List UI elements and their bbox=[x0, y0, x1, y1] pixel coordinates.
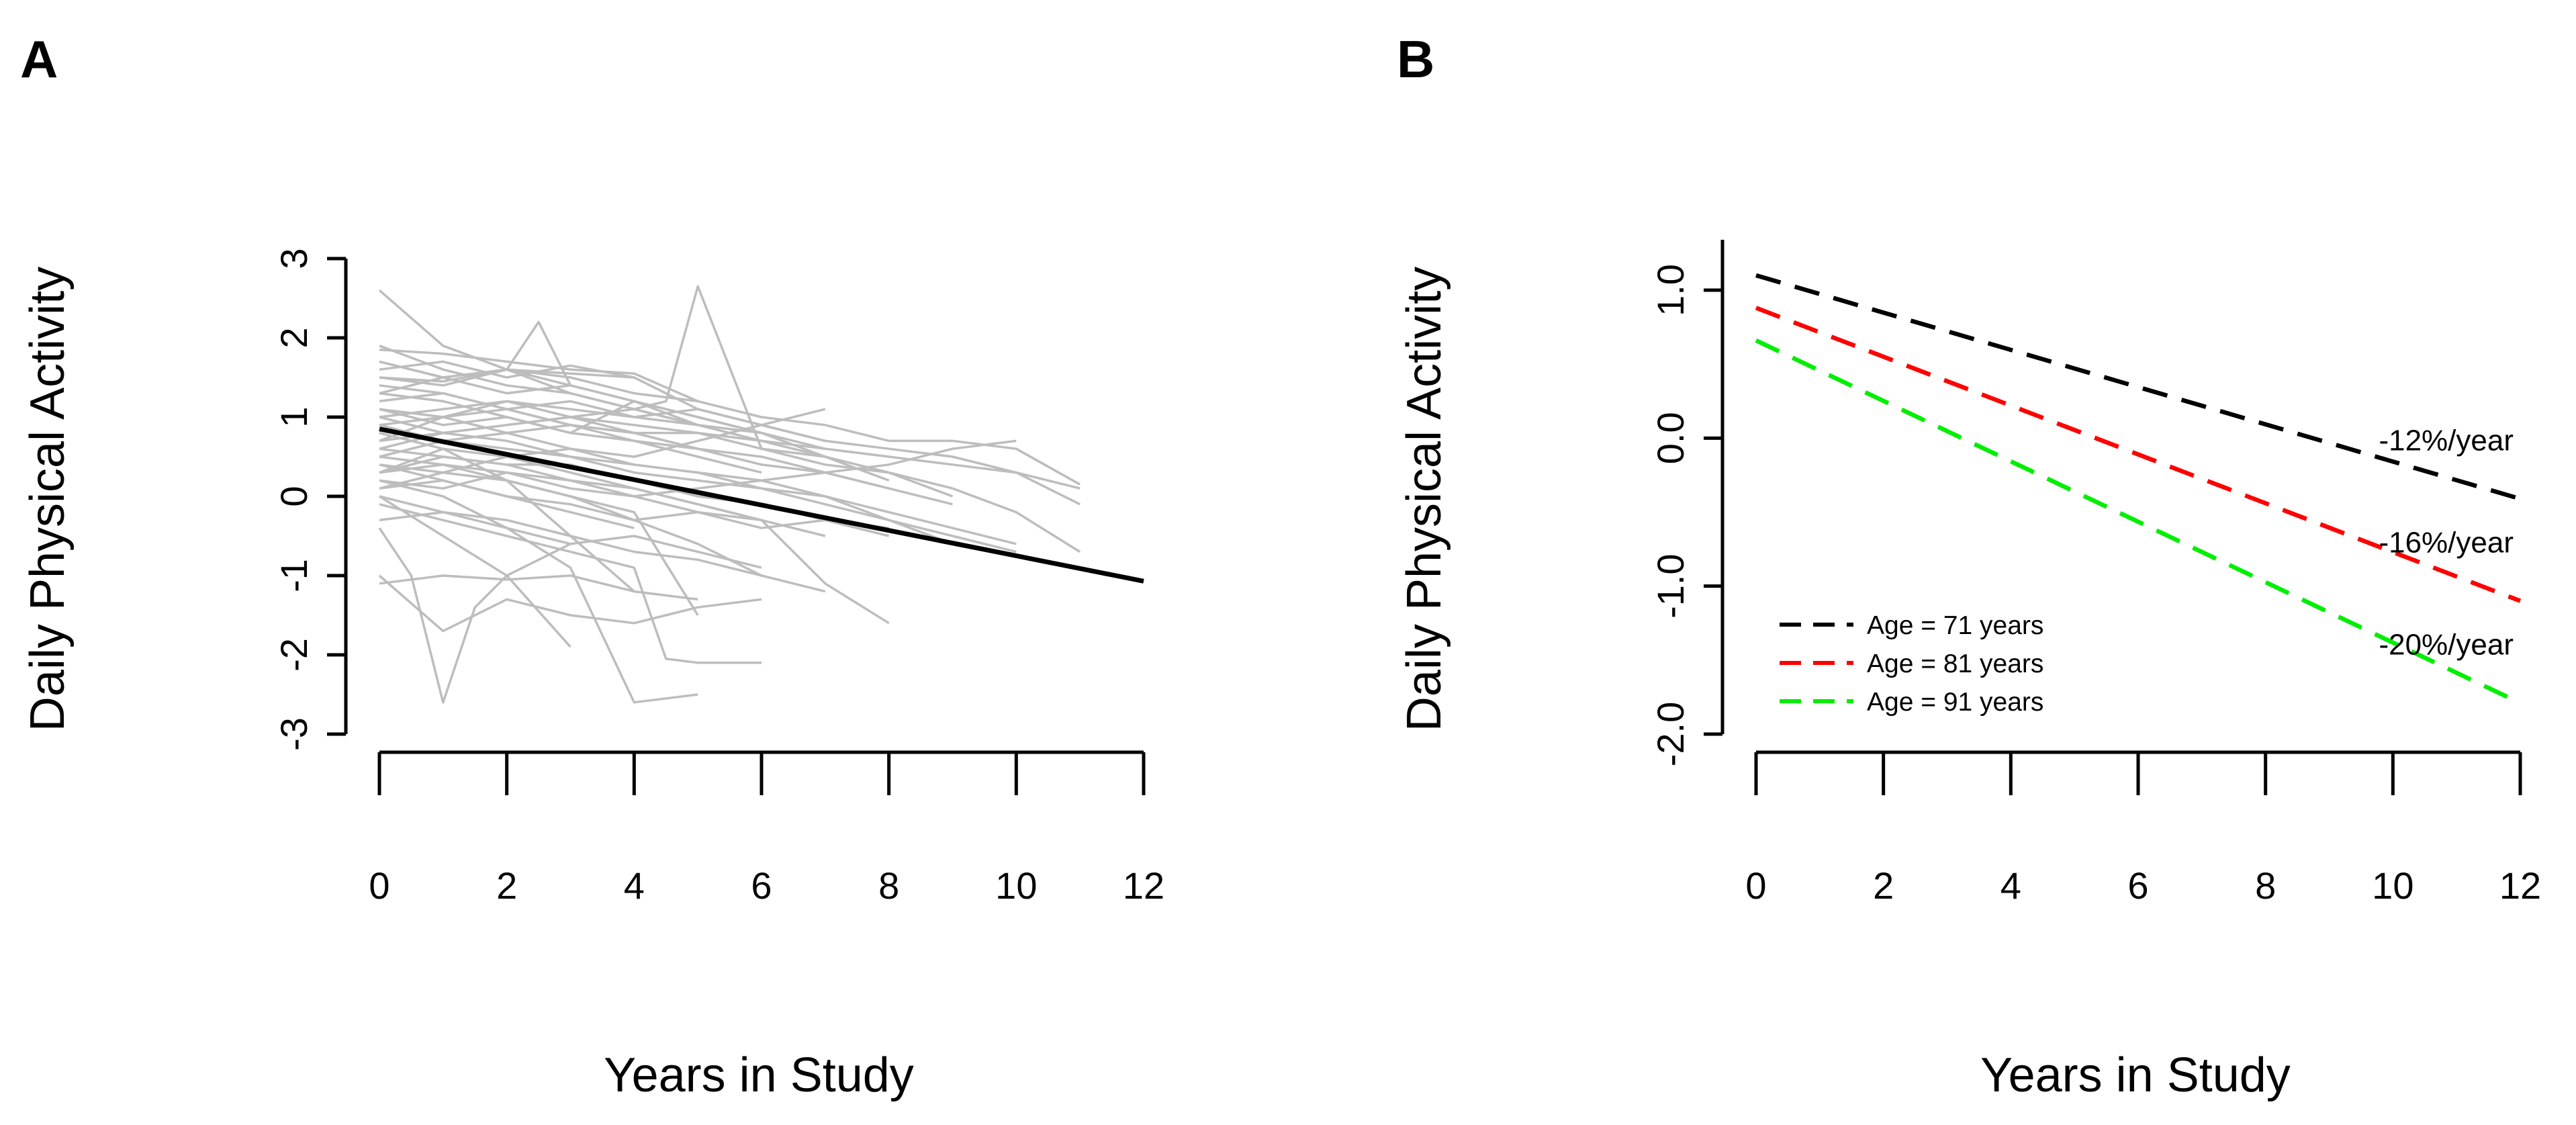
panel-b-x-tick-label: 2 bbox=[1873, 864, 1894, 907]
panel-a-y-tick-label: -3 bbox=[273, 717, 315, 751]
legend-label-1: Age = 71 years bbox=[1867, 611, 2043, 640]
trajectory-line-36 bbox=[379, 368, 698, 403]
panel-a-y-tick-label: 0 bbox=[273, 486, 315, 506]
legend-label-3: Age = 91 years bbox=[1867, 688, 2043, 717]
trajectory-line-27 bbox=[379, 384, 826, 443]
panel-b-y-tick-label: -1.0 bbox=[1649, 553, 1692, 619]
trajectory-line-2 bbox=[379, 348, 1081, 486]
panel-b-x-axis: 0 2 4 6 8 10 12 bbox=[1745, 750, 2541, 907]
panel-b-y-axis-title: Daily Physical Activity bbox=[1397, 267, 1451, 731]
panel-a-x-axis-title: Years in Study bbox=[604, 1048, 914, 1102]
mean-trend-line bbox=[379, 426, 1144, 584]
trajectory-line-19 bbox=[378, 527, 571, 704]
panel-a-y-tick-label: 1 bbox=[273, 406, 315, 427]
trajectory-line-37 bbox=[379, 408, 890, 490]
rate-label-2: -16%/year bbox=[2379, 527, 2514, 559]
panel-b-x-axis-title: Years in Study bbox=[1980, 1048, 2291, 1102]
panel-b-y-tick-label: -2.0 bbox=[1649, 702, 1692, 767]
trajectory-line-28 bbox=[379, 416, 1017, 553]
panel-b-y-tick-label: 1.0 bbox=[1649, 264, 1692, 316]
panel-b-y-axis: -2.0 -1.0 0.0 1.0 bbox=[1649, 240, 1724, 767]
trajectory-line-34 bbox=[379, 416, 1080, 490]
panel-a-mean-line-group bbox=[379, 426, 1144, 584]
panel-b-x-tick-label: 0 bbox=[1745, 864, 1766, 907]
series-line-2 bbox=[1755, 306, 2522, 603]
trajectory-line-30 bbox=[379, 345, 698, 426]
panel-a-x-tick-label: 4 bbox=[624, 864, 645, 907]
rate-label-1: -12%/year bbox=[2379, 424, 2514, 457]
trajectory-line-21 bbox=[378, 574, 762, 633]
panel-b: B -12%/year -16%/year -20%/year Age = 71 y… bbox=[1397, 30, 2541, 1102]
panel-a-y-axis: -3 -2 -1 0 1 2 3 bbox=[273, 248, 348, 751]
panel-a-x-tick-label: 2 bbox=[496, 864, 517, 907]
panel-b-rate-labels: -12%/year -16%/year -20%/year bbox=[2379, 424, 2514, 662]
trajectory-line-39 bbox=[379, 416, 953, 506]
panel-b-legend: Age = 71 years Age = 81 years Age = 91 yea… bbox=[1780, 611, 2043, 717]
series-line-3 bbox=[1755, 338, 2522, 705]
panel-a-x-tick-label: 6 bbox=[751, 864, 772, 907]
trajectory-line-31 bbox=[379, 495, 826, 593]
panel-b-y-tick-label: 0.0 bbox=[1649, 412, 1692, 464]
trajectory-line-33 bbox=[379, 463, 635, 529]
panel-b-x-tick-label: 10 bbox=[2372, 864, 2413, 907]
panel-a-y-tick-label: -2 bbox=[273, 638, 315, 672]
panel-a-y-tick-label: 3 bbox=[273, 248, 315, 269]
trajectory-line-32 bbox=[379, 392, 762, 474]
panel-b-label: B bbox=[1397, 30, 1434, 89]
series-line-1 bbox=[1755, 273, 2521, 501]
panel-a-label: A bbox=[20, 30, 58, 89]
panel-a-x-tick-label: 12 bbox=[1123, 864, 1164, 907]
trajectory-line-14 bbox=[379, 360, 635, 379]
trajectory-line-22 bbox=[379, 574, 698, 601]
panel-a-x-tick-label: 0 bbox=[369, 864, 389, 907]
trajectory-line-40 bbox=[379, 360, 571, 387]
trajectory-line-35 bbox=[379, 510, 762, 569]
rate-label-3: -20%/year bbox=[2379, 629, 2514, 662]
panel-b-x-tick-label: 4 bbox=[2000, 864, 2021, 907]
panel-b-x-tick-label: 6 bbox=[2127, 864, 2148, 907]
panel-a-x-tick-label: 10 bbox=[995, 864, 1037, 907]
panel-a-y-tick-label: -1 bbox=[273, 559, 315, 592]
panel-b-x-tick-label: 8 bbox=[2255, 864, 2276, 907]
panel-a-y-tick-label: 2 bbox=[273, 327, 315, 348]
trajectory-line-23 bbox=[379, 503, 762, 664]
panel-a-x-tick-label: 8 bbox=[878, 864, 899, 907]
panel-a-y-axis-title: Daily Physical Activity bbox=[21, 267, 75, 731]
trajectory-line-24 bbox=[379, 479, 698, 704]
panel-a-x-axis: 0 2 4 6 8 10 12 bbox=[369, 750, 1164, 907]
trajectory-line-38 bbox=[379, 463, 826, 537]
trajectory-line-41 bbox=[379, 471, 762, 577]
legend-label-2: Age = 81 years bbox=[1867, 649, 2043, 678]
panel-a-individual-trajectories bbox=[378, 285, 1081, 704]
panel-b-x-tick-label: 12 bbox=[2499, 864, 2541, 907]
trajectory-line-26 bbox=[379, 431, 890, 625]
panel-b-series-lines bbox=[1755, 273, 2522, 705]
trajectory-line-10 bbox=[379, 408, 826, 458]
